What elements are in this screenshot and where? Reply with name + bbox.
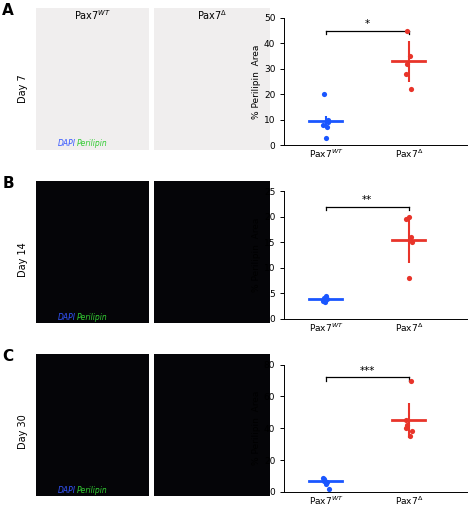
Point bbox=[405, 274, 412, 282]
Point bbox=[402, 424, 410, 433]
Point bbox=[403, 421, 411, 429]
Point bbox=[402, 70, 410, 78]
Point bbox=[325, 485, 332, 493]
Text: *: * bbox=[365, 19, 370, 30]
Point bbox=[321, 298, 329, 306]
Point bbox=[403, 27, 410, 35]
Point bbox=[407, 85, 414, 94]
Point bbox=[319, 296, 327, 305]
Point bbox=[406, 52, 414, 60]
Point bbox=[324, 295, 331, 304]
Text: Pax7$^{\Delta}$: Pax7$^{\Delta}$ bbox=[197, 8, 228, 22]
Text: Perilipin: Perilipin bbox=[76, 313, 107, 322]
Point bbox=[406, 432, 413, 440]
Point bbox=[319, 474, 327, 482]
Point bbox=[322, 134, 329, 142]
Point bbox=[405, 213, 412, 221]
Point bbox=[403, 60, 410, 68]
Point bbox=[324, 115, 331, 124]
Text: C: C bbox=[2, 349, 13, 365]
Text: B: B bbox=[2, 176, 14, 191]
Point bbox=[408, 376, 415, 385]
Point bbox=[407, 233, 415, 241]
Text: Day 14: Day 14 bbox=[18, 243, 28, 277]
Point bbox=[319, 121, 327, 129]
Text: A: A bbox=[2, 3, 14, 18]
Point bbox=[408, 238, 416, 246]
Point bbox=[402, 416, 410, 424]
Y-axis label: % Perilipin  Area: % Perilipin Area bbox=[252, 218, 261, 292]
Point bbox=[320, 477, 328, 485]
Point bbox=[408, 427, 416, 436]
Text: DAPI: DAPI bbox=[57, 486, 75, 495]
Point bbox=[322, 480, 330, 488]
Text: Pax7$^{WT}$: Pax7$^{WT}$ bbox=[74, 8, 111, 22]
Text: DAPI: DAPI bbox=[57, 313, 75, 322]
Y-axis label: % Perilipin  Area: % Perilipin Area bbox=[252, 391, 261, 465]
Point bbox=[324, 118, 331, 126]
Point bbox=[320, 90, 328, 98]
Point bbox=[323, 123, 330, 132]
Point bbox=[402, 215, 410, 224]
Text: ***: *** bbox=[360, 366, 375, 376]
Point bbox=[320, 475, 328, 484]
Text: Perilipin: Perilipin bbox=[76, 486, 107, 495]
Text: DAPI: DAPI bbox=[57, 139, 75, 148]
Text: Day 7: Day 7 bbox=[18, 74, 28, 103]
Point bbox=[322, 292, 329, 300]
Text: Perilipin: Perilipin bbox=[76, 139, 107, 148]
Y-axis label: % Perilipin  Area: % Perilipin Area bbox=[252, 44, 261, 119]
Text: **: ** bbox=[362, 196, 373, 205]
Point bbox=[324, 478, 331, 487]
Point bbox=[320, 294, 328, 303]
Text: Day 30: Day 30 bbox=[18, 414, 28, 449]
